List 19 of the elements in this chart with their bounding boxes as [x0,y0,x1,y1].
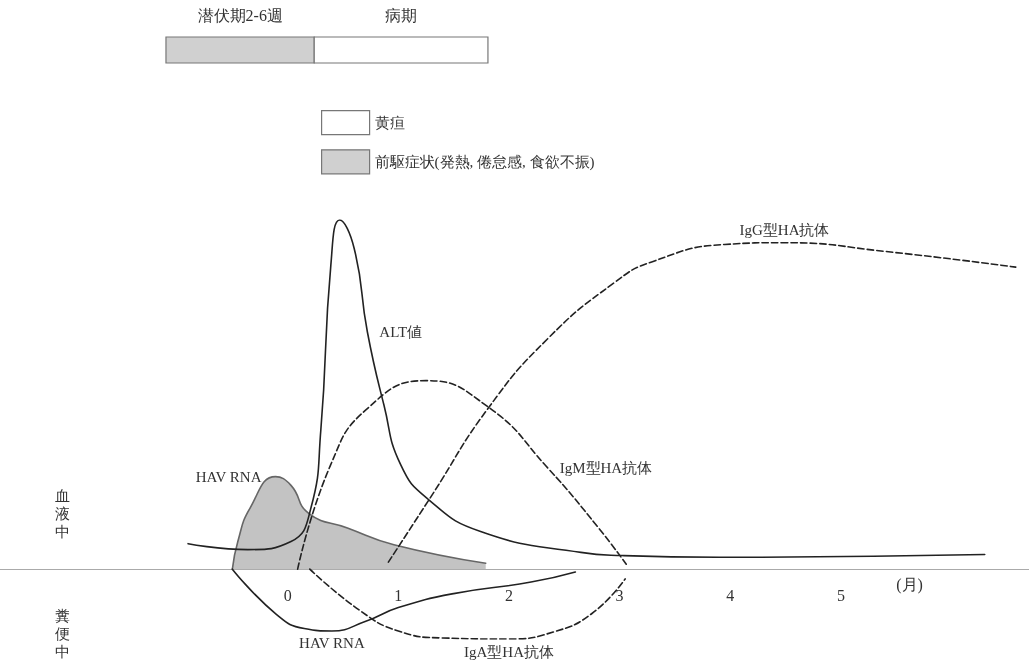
series-label: HAV RNA [299,635,365,652]
annotation: 糞便中 [55,607,70,662]
series-label: HAV RNA [195,468,262,485]
series-label: IgM型HA抗体 [559,459,653,476]
series-label: IgA型HA抗体 [463,643,554,660]
x-tick-label: 2 [504,586,513,604]
text: 潜伏期2-6週 [197,6,283,26]
x-tick-label: 0 [283,586,292,604]
annotation: 血液中 [55,487,70,542]
x-tick-label: 4 [726,586,735,604]
x-tick-label: 5 [836,586,845,604]
legend-label: 黄疸 [374,114,405,131]
text: 病期 [385,6,418,26]
series-label: ALT値 [379,323,423,340]
series-label: IgG型HA抗体 [739,222,830,239]
x-axis-title: (月) [896,575,923,596]
x-tick-label: 1 [394,586,403,604]
x-tick-label: 3 [615,586,624,604]
legend-label: 前駆症状(発熱, 倦怠感, 食欲不振) [374,153,595,171]
